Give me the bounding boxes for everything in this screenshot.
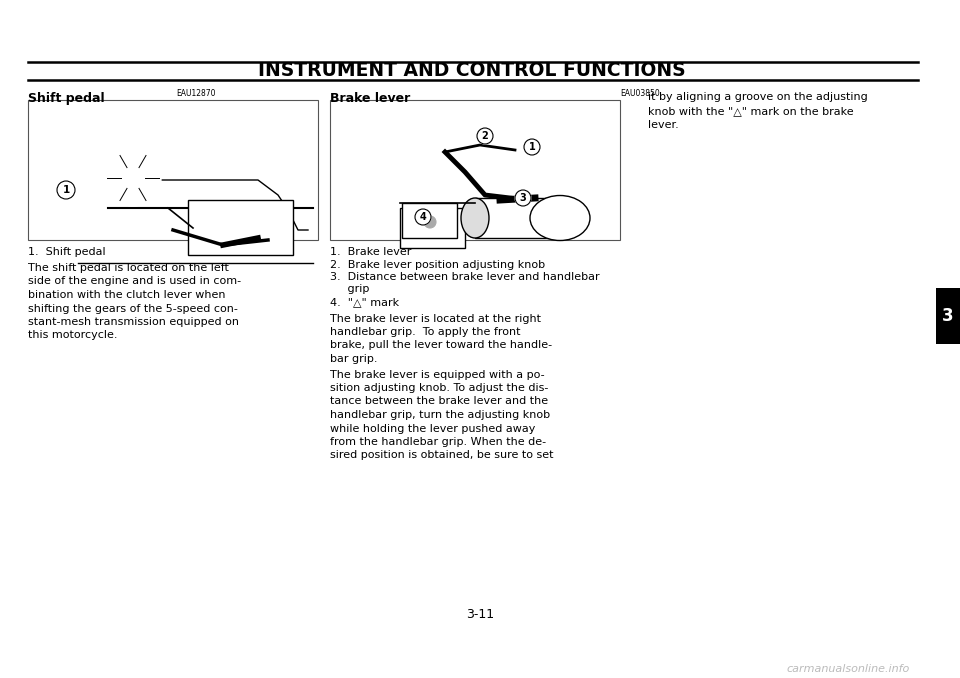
Text: shifting the gears of the 5-speed con-: shifting the gears of the 5-speed con-	[28, 304, 238, 313]
Text: INSTRUMENT AND CONTROL FUNCTIONS: INSTRUMENT AND CONTROL FUNCTIONS	[258, 62, 685, 81]
Circle shape	[415, 209, 431, 225]
Text: 1: 1	[529, 142, 536, 152]
Text: Shift pedal: Shift pedal	[28, 92, 105, 105]
Text: 4: 4	[420, 212, 426, 222]
Text: carmanualsonline.info: carmanualsonline.info	[787, 664, 910, 674]
Text: 3-11: 3-11	[466, 608, 494, 621]
Text: 3: 3	[519, 193, 526, 203]
Text: 2: 2	[482, 131, 489, 141]
Text: while holding the lever pushed away: while holding the lever pushed away	[330, 424, 536, 433]
Text: 1.  Shift pedal: 1. Shift pedal	[28, 247, 106, 257]
Text: 3: 3	[942, 307, 954, 325]
Circle shape	[515, 190, 531, 206]
Circle shape	[477, 128, 493, 144]
Bar	[936, 288, 960, 344]
Bar	[188, 200, 293, 255]
Text: lever.: lever.	[648, 120, 679, 130]
Text: The shift pedal is located on the left: The shift pedal is located on the left	[28, 263, 228, 273]
Text: sired position is obtained, be sure to set: sired position is obtained, be sure to s…	[330, 450, 554, 460]
Ellipse shape	[461, 198, 489, 238]
Text: handlebar grip, turn the adjusting knob: handlebar grip, turn the adjusting knob	[330, 410, 550, 420]
Bar	[402, 203, 457, 238]
Text: EAU03850: EAU03850	[620, 89, 660, 98]
Bar	[400, 208, 465, 248]
Text: this motorcycle.: this motorcycle.	[28, 330, 117, 340]
Text: stant-mesh transmission equipped on: stant-mesh transmission equipped on	[28, 317, 239, 327]
Text: bar grip.: bar grip.	[330, 354, 377, 364]
Text: EAU12870: EAU12870	[176, 89, 215, 98]
Text: 4.  "△" mark: 4. "△" mark	[330, 297, 399, 307]
Circle shape	[417, 209, 443, 235]
Text: tance between the brake lever and the: tance between the brake lever and the	[330, 397, 548, 407]
Bar	[28, 100, 318, 240]
Text: 1: 1	[62, 185, 70, 195]
Bar	[475, 198, 565, 238]
Text: 2.  Brake lever position adjusting knob: 2. Brake lever position adjusting knob	[330, 260, 545, 269]
Text: from the handlebar grip. When the de-: from the handlebar grip. When the de-	[330, 437, 546, 447]
Text: grip: grip	[330, 285, 370, 294]
Circle shape	[105, 150, 161, 206]
Text: brake, pull the lever toward the handle-: brake, pull the lever toward the handle-	[330, 340, 552, 351]
Text: 3.  Distance between brake lever and handlebar: 3. Distance between brake lever and hand…	[330, 272, 600, 282]
Text: The brake lever is equipped with a po-: The brake lever is equipped with a po-	[330, 370, 544, 380]
Text: it by aligning a groove on the adjusting: it by aligning a groove on the adjusting	[648, 92, 868, 102]
Text: Brake lever: Brake lever	[330, 92, 410, 105]
Ellipse shape	[530, 195, 590, 241]
Circle shape	[524, 139, 540, 155]
Text: 1.  Brake lever: 1. Brake lever	[330, 247, 412, 257]
Circle shape	[57, 181, 75, 199]
Text: The brake lever is located at the right: The brake lever is located at the right	[330, 313, 541, 323]
Text: sition adjusting knob. To adjust the dis-: sition adjusting knob. To adjust the dis…	[330, 383, 548, 393]
Text: side of the engine and is used in com-: side of the engine and is used in com-	[28, 277, 241, 287]
Circle shape	[123, 168, 143, 188]
Bar	[330, 100, 620, 240]
Text: knob with the "△" mark on the brake: knob with the "△" mark on the brake	[648, 106, 853, 116]
Text: bination with the clutch lever when: bination with the clutch lever when	[28, 290, 226, 300]
Circle shape	[81, 126, 185, 230]
Text: handlebar grip.  To apply the front: handlebar grip. To apply the front	[330, 327, 520, 337]
Circle shape	[424, 216, 436, 228]
